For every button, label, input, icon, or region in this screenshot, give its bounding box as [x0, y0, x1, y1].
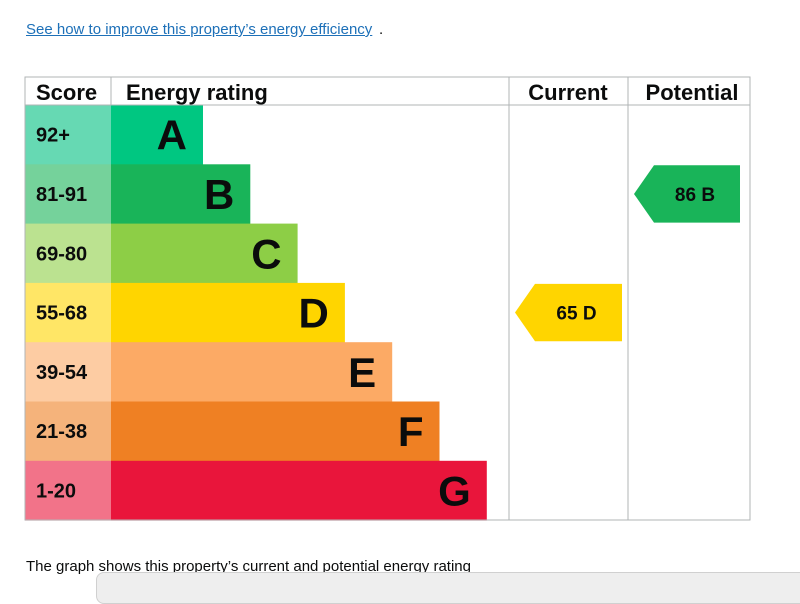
- band-letter-d: D: [299, 290, 329, 337]
- score-range-d: 55-68: [36, 303, 87, 325]
- score-range-f: 21-38: [36, 421, 87, 443]
- header-potential: Potential: [646, 80, 739, 105]
- score-range-e: 39-54: [36, 362, 88, 384]
- score-range-g: 1-20: [36, 480, 76, 502]
- band-letter-a: A: [157, 112, 187, 159]
- bands-layer: 92+ A 81-91 B 69-80 C 55-68 D 39-54 E 21-38 F 1-20 G: [25, 105, 487, 521]
- potential-rating-label: 86 B: [675, 185, 715, 206]
- band-bar-g: [111, 461, 487, 521]
- score-range-a: 92+: [36, 125, 70, 147]
- score-range-b: 81-91: [36, 184, 87, 206]
- header-current: Current: [528, 80, 608, 105]
- header-energy-rating: Energy rating: [126, 80, 268, 105]
- bottom-panel: [96, 572, 800, 604]
- current-rating-label: 65 D: [556, 304, 596, 325]
- band-letter-f: F: [398, 408, 424, 455]
- energy-rating-chart: 92+ A81-91 B69-80 C55-68 D39-54 E21-38 F1-20 G …: [0, 0, 800, 540]
- score-range-c: 69-80: [36, 243, 87, 265]
- header-score: Score: [36, 80, 97, 105]
- band-bar-f: [111, 402, 440, 462]
- band-letter-b: B: [204, 171, 234, 218]
- band-letter-g: G: [438, 467, 471, 514]
- band-letter-e: E: [348, 349, 376, 396]
- band-letter-c: C: [251, 230, 281, 277]
